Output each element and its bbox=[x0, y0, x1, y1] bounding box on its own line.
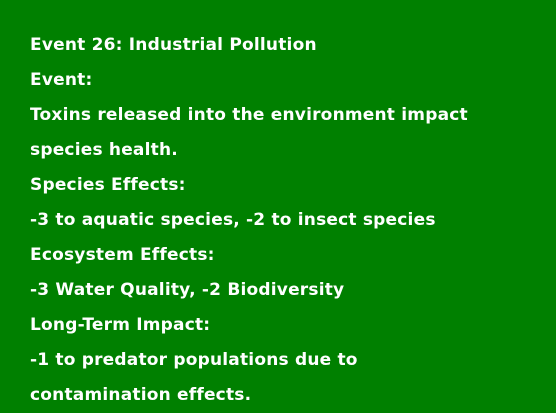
long-term-impact-line-2: contamination effects. bbox=[30, 385, 252, 405]
species-effects-text: -3 to aquatic species, -2 to insect spec… bbox=[30, 210, 436, 230]
ecosystem-effects-text: -3 Water Quality, -2 Biodiversity bbox=[30, 280, 345, 300]
long-term-impact-line-1: -1 to predator populations due to bbox=[30, 350, 358, 370]
event-description-line-1: Toxins released into the environment imp… bbox=[30, 105, 468, 125]
ecosystem-effects-label: Ecosystem Effects: bbox=[30, 245, 215, 265]
event-description-line-2: species health. bbox=[30, 140, 178, 160]
long-term-impact-label: Long-Term Impact: bbox=[30, 315, 211, 335]
species-effects-label: Species Effects: bbox=[30, 175, 186, 195]
event-title: Event 26: Industrial Pollution bbox=[30, 35, 317, 55]
event-label: Event: bbox=[30, 70, 93, 90]
